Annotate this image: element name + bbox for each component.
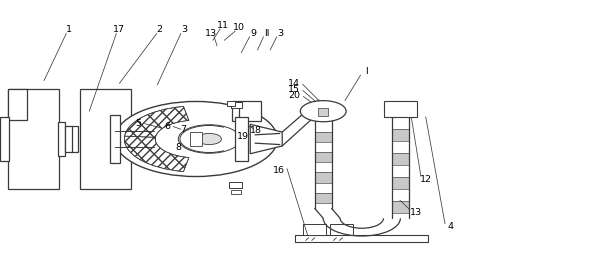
Polygon shape — [250, 124, 282, 154]
Bar — [130, 126, 145, 152]
Bar — [0, 117, 9, 161]
Circle shape — [300, 101, 346, 122]
Text: 19: 19 — [237, 132, 249, 141]
Bar — [229, 182, 242, 188]
Bar — [315, 193, 332, 203]
Bar — [384, 101, 417, 117]
Wedge shape — [124, 136, 189, 172]
Bar — [303, 224, 326, 235]
Text: 1: 1 — [66, 25, 72, 34]
Circle shape — [115, 101, 277, 177]
Text: 15: 15 — [288, 85, 300, 94]
Bar — [315, 152, 332, 162]
Text: 13: 13 — [410, 208, 422, 217]
Text: 7: 7 — [180, 125, 186, 134]
Text: 2: 2 — [157, 25, 163, 34]
Bar — [8, 89, 27, 120]
Bar — [65, 126, 78, 152]
Wedge shape — [124, 106, 189, 142]
Bar — [318, 108, 328, 116]
Bar — [144, 128, 154, 150]
Text: 17: 17 — [113, 25, 125, 34]
Text: 10: 10 — [233, 23, 245, 32]
Bar — [315, 172, 332, 183]
Text: 8: 8 — [175, 143, 181, 152]
Bar — [315, 132, 332, 142]
Circle shape — [178, 125, 240, 153]
Text: 13: 13 — [205, 29, 217, 38]
Bar — [58, 122, 65, 156]
Bar — [392, 201, 409, 213]
Bar — [231, 190, 241, 194]
Text: 4: 4 — [447, 222, 453, 231]
Bar — [392, 129, 409, 141]
Bar — [392, 177, 409, 189]
Bar — [235, 117, 248, 161]
Bar — [231, 102, 242, 108]
Bar — [80, 89, 131, 189]
Text: 18: 18 — [250, 126, 262, 135]
Bar — [190, 132, 202, 146]
Text: II: II — [264, 29, 270, 38]
Bar — [392, 153, 409, 165]
Text: 20: 20 — [288, 91, 300, 100]
Text: 14: 14 — [288, 79, 300, 88]
Text: 16: 16 — [273, 167, 285, 175]
Text: 6: 6 — [165, 122, 171, 131]
Text: 3: 3 — [277, 29, 283, 38]
Bar — [330, 224, 353, 235]
Text: 5: 5 — [136, 119, 142, 128]
Text: 3: 3 — [181, 25, 187, 34]
Circle shape — [197, 133, 221, 145]
Bar — [232, 101, 261, 121]
Bar — [110, 115, 121, 163]
Bar — [8, 89, 59, 189]
Text: 12: 12 — [420, 175, 432, 184]
Bar — [295, 235, 428, 242]
Text: I: I — [365, 67, 368, 76]
Bar — [227, 101, 235, 106]
Text: 9: 9 — [250, 29, 256, 38]
Text: 11: 11 — [217, 21, 229, 30]
